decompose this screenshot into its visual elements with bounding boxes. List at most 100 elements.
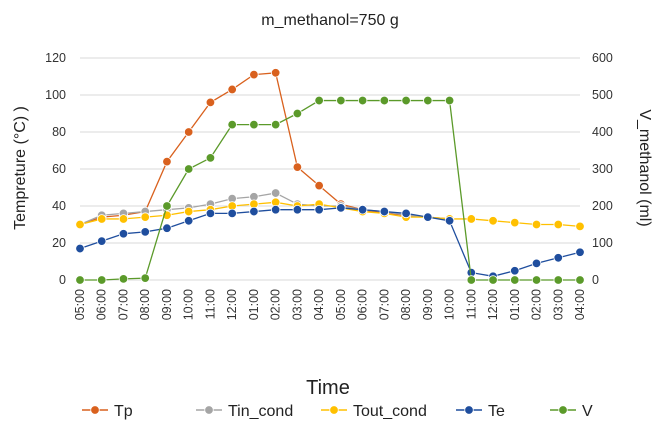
data-point [336, 95, 346, 106]
data-point [270, 204, 281, 215]
y-tick-label: 40 [52, 199, 66, 213]
x-tick-label: 05:00 [73, 289, 87, 320]
data-point [270, 119, 281, 130]
x-tick-label: 12:00 [225, 289, 239, 320]
data-point [401, 95, 411, 106]
data-point [292, 204, 303, 215]
x-tick-label: 04:00 [312, 289, 326, 320]
x-tick-label: 03:00 [551, 289, 565, 320]
data-point [553, 219, 563, 230]
data-point [314, 180, 324, 191]
left-axis-ticks: 0 20 40 60 80 100 120 [45, 51, 66, 287]
data-point [292, 108, 303, 119]
y-tick-label: 120 [45, 51, 66, 65]
data-point [510, 275, 520, 285]
x-tick-label: 11:00 [464, 289, 478, 319]
data-point [118, 274, 129, 284]
x-axis-title: Time [306, 377, 350, 399]
y2-tick-label: 400 [592, 125, 613, 139]
y-axis-title: Tempreture (°C) ) [12, 106, 29, 230]
x-tick-label: 08:00 [399, 289, 413, 320]
series-te [75, 203, 585, 282]
right-axis-ticks: 0 100 200 300 400 500 600 [592, 51, 613, 287]
legend-swatch-marker [558, 405, 568, 415]
x-tick-label: 06:00 [95, 289, 109, 320]
x-tick-label: 09:00 [421, 289, 435, 320]
series-line [79, 72, 450, 226]
data-point [531, 275, 542, 285]
data-point [183, 127, 194, 137]
data-point [553, 253, 563, 263]
data-point [314, 204, 324, 215]
x-tick-label: 01:00 [247, 289, 261, 320]
x-tick-label: 02:00 [530, 289, 544, 320]
y2-tick-label: 0 [592, 273, 599, 287]
data-point [292, 162, 303, 172]
x-tick-label: 10:00 [182, 289, 196, 320]
data-point [553, 275, 563, 285]
data-point [118, 229, 129, 239]
data-point [227, 84, 237, 95]
x-tick-label: 12:00 [486, 289, 500, 320]
legend-item-tin-cond: Tin_cond [196, 403, 293, 420]
data-point [97, 214, 107, 224]
data-point [75, 219, 85, 230]
legend-item-te: Te [456, 403, 505, 420]
data-point [249, 69, 259, 80]
data-point [162, 223, 172, 233]
data-point [205, 97, 216, 108]
data-point [531, 258, 542, 269]
y2-axis-title: V_methanol (ml) [636, 109, 653, 226]
y-tick-label: 20 [52, 236, 66, 250]
data-point [466, 214, 477, 224]
y-tick-label: 80 [52, 125, 66, 139]
data-point [379, 206, 390, 217]
series-tout-cond [75, 197, 585, 232]
data-point [531, 219, 542, 230]
legend-swatch-marker [90, 405, 100, 415]
legend-item-v: V [550, 403, 593, 420]
data-point [183, 164, 194, 174]
data-point [466, 275, 477, 285]
series-v [75, 95, 585, 285]
legend-label: V [582, 403, 593, 420]
legend-label: Tp [114, 403, 133, 420]
legend-label: Tout_cond [353, 403, 427, 420]
data-point [423, 95, 433, 106]
legend-swatch-marker [204, 405, 214, 415]
data-point [183, 206, 194, 217]
x-tick-label: 05:00 [334, 289, 348, 320]
x-tick-label: 09:00 [160, 289, 174, 320]
data-point [205, 153, 216, 163]
y-tick-label: 0 [59, 273, 66, 287]
y2-tick-label: 100 [592, 236, 613, 250]
x-tick-label: 03:00 [290, 289, 304, 320]
data-point [510, 266, 520, 276]
series-layer [75, 68, 585, 285]
x-axis-ticks: 05:00 06:00 07:00 08:00 09:00 10:00 11:00 12:00… [73, 289, 587, 320]
data-point [249, 206, 259, 217]
legend: Tp Tin_cond Tout_cond Te V [82, 403, 593, 420]
data-point [444, 216, 455, 226]
series-line [79, 207, 581, 277]
data-point [249, 119, 259, 130]
y2-tick-label: 500 [592, 88, 613, 102]
x-tick-label: 02:00 [269, 289, 283, 320]
data-point [162, 201, 172, 211]
legend-item-tp: Tp [82, 403, 133, 420]
x-tick-label: 01:00 [508, 289, 522, 320]
x-tick-label: 07:00 [116, 289, 130, 320]
x-tick-label: 10:00 [443, 289, 457, 320]
data-point [379, 95, 390, 106]
series-tp [75, 68, 455, 230]
data-point [357, 204, 368, 215]
legend-swatch-marker [329, 405, 339, 415]
x-tick-label: 11:00 [203, 289, 217, 319]
legend-swatch-marker [464, 405, 474, 415]
data-point [227, 208, 237, 219]
data-point [357, 95, 368, 106]
x-tick-label: 08:00 [138, 289, 152, 320]
x-tick-label: 07:00 [377, 289, 391, 320]
data-point [227, 119, 237, 130]
series-tin-cond [75, 188, 455, 230]
